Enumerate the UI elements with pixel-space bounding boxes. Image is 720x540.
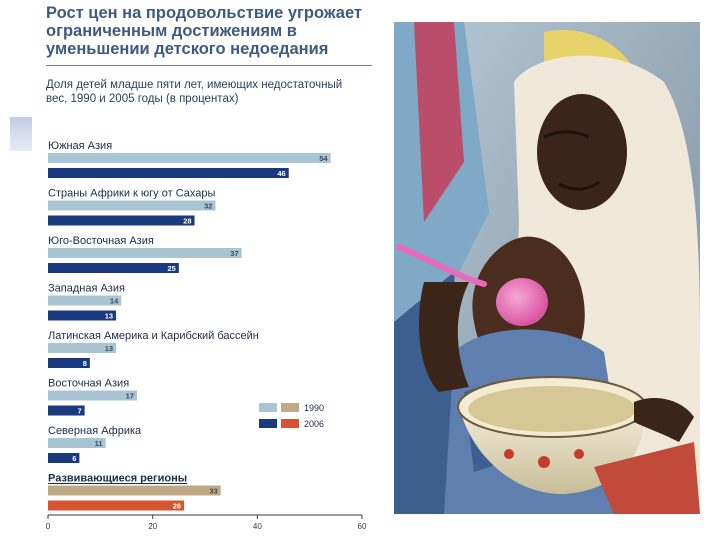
data-label: 46 bbox=[277, 169, 285, 178]
x-tick-label: 60 bbox=[358, 522, 367, 531]
bar-1990 bbox=[48, 343, 117, 353]
bar-1990 bbox=[48, 200, 216, 211]
bar-2006 bbox=[48, 405, 85, 416]
bar-1990 bbox=[48, 485, 221, 496]
data-label: 37 bbox=[230, 249, 238, 258]
data-label: 26 bbox=[173, 502, 181, 511]
category-label: Страны Африки к югу от Сахары bbox=[48, 188, 215, 200]
bar-2006 bbox=[48, 263, 179, 273]
data-label: 25 bbox=[167, 264, 175, 273]
data-label: 54 bbox=[319, 154, 328, 163]
bar-1990 bbox=[48, 295, 122, 306]
legend-swatch bbox=[281, 419, 299, 428]
bars-layer: Южная Азия 54 46 Страны Африки к югу от Сах… bbox=[48, 140, 331, 511]
category-label: Западная Азия bbox=[48, 283, 125, 295]
legend: 1990 2006 bbox=[259, 403, 324, 429]
x-tick-label: 20 bbox=[148, 522, 157, 531]
data-label: 14 bbox=[110, 297, 119, 306]
bar-2006 bbox=[48, 215, 195, 226]
category-label: Южная Азия bbox=[48, 140, 112, 152]
bar-2006 bbox=[48, 358, 90, 368]
bar-2006 bbox=[48, 453, 80, 463]
data-label: 17 bbox=[126, 392, 134, 401]
x-tick-label: 0 bbox=[46, 522, 51, 531]
category-label: Северная Африка bbox=[48, 425, 142, 437]
category-label: Восточная Азия bbox=[48, 378, 129, 390]
category-label: Латинская Америка и Карибский бассейн bbox=[48, 330, 259, 342]
data-label: 13 bbox=[105, 312, 113, 321]
bar-1990 bbox=[48, 438, 106, 448]
x-tick-label: 40 bbox=[253, 522, 262, 531]
data-label: 7 bbox=[77, 407, 81, 416]
chart-subtitle: Доля детей младше пяти лет, имеющих недо… bbox=[46, 79, 343, 105]
data-label: 6 bbox=[72, 454, 76, 463]
data-label: 33 bbox=[209, 487, 217, 496]
x-axis: 0 20 40 60 bbox=[46, 514, 367, 531]
legend-label: 1990 bbox=[304, 403, 324, 413]
data-label: 32 bbox=[204, 202, 212, 211]
bar-2006 bbox=[48, 310, 117, 321]
legend-label: 2006 bbox=[304, 419, 324, 429]
title-divider bbox=[46, 65, 372, 66]
data-label: 8 bbox=[83, 359, 87, 368]
bar-2006 bbox=[48, 500, 185, 511]
bar-2006 bbox=[48, 168, 289, 178]
legend-swatch bbox=[259, 419, 277, 428]
bar-1990 bbox=[48, 153, 331, 163]
photo-illustration bbox=[394, 22, 700, 514]
page-title: Рост цен на продовольствие угрожает огра… bbox=[46, 4, 362, 58]
data-label: 28 bbox=[183, 217, 191, 226]
bar-chart: Южная Азия 54 46 Страны Африки к югу от Сах… bbox=[46, 140, 367, 531]
data-label: 13 bbox=[105, 344, 113, 353]
legend-swatch bbox=[259, 403, 277, 412]
legend-swatch bbox=[281, 403, 299, 412]
category-label: Развивающиеся регионы bbox=[48, 473, 187, 485]
photo-woman-feeding-child bbox=[394, 22, 700, 514]
data-label: 11 bbox=[95, 439, 103, 448]
category-label: Юго-Восточная Азия bbox=[48, 235, 154, 247]
decorative-bar bbox=[10, 117, 32, 151]
bar-1990 bbox=[48, 390, 137, 401]
bar-1990 bbox=[48, 248, 242, 258]
